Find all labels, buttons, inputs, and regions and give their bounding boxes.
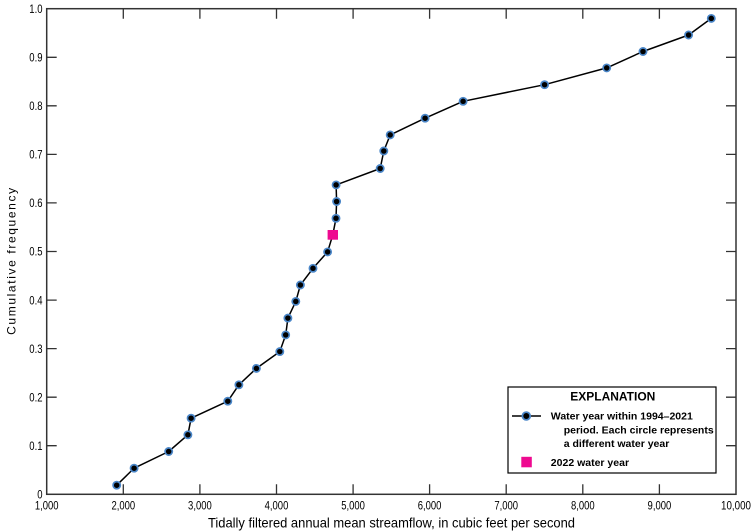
svg-text:8,000: 8,000 [571, 499, 595, 513]
svg-text:0.2: 0.2 [29, 390, 42, 404]
svg-text:0.1: 0.1 [29, 439, 42, 453]
svg-text:1.0: 1.0 [29, 2, 42, 16]
svg-text:3,000: 3,000 [188, 499, 212, 513]
svg-text:0.5: 0.5 [29, 245, 42, 259]
svg-text:0.3: 0.3 [29, 342, 42, 356]
svg-text:0.8: 0.8 [29, 99, 42, 113]
svg-text:9,000: 9,000 [648, 499, 672, 513]
svg-text:0.6: 0.6 [29, 196, 42, 210]
svg-text:5,000: 5,000 [341, 499, 365, 513]
svg-text:0.7: 0.7 [29, 148, 42, 162]
svg-text:0.4: 0.4 [29, 293, 42, 307]
svg-text:1,000: 1,000 [35, 499, 59, 513]
svg-text:0.9: 0.9 [29, 51, 42, 65]
svg-text:7,000: 7,000 [494, 499, 518, 513]
svg-text:period. Each circle represents: period. Each circle represents [564, 425, 714, 437]
svg-text:2022 water year: 2022 water year [551, 457, 629, 469]
svg-text:Water year within 1994–2021: Water year within 1994–2021 [551, 411, 693, 423]
svg-text:2,000: 2,000 [111, 499, 135, 513]
svg-text:10,000: 10,000 [721, 499, 751, 513]
svg-text:4,000: 4,000 [265, 499, 289, 513]
svg-text:EXPLANATION: EXPLANATION [570, 390, 655, 404]
svg-text:0: 0 [37, 488, 43, 502]
svg-text:Cumulative frequency: Cumulative frequency [5, 188, 19, 335]
svg-text:Tidally filtered annual mean s: Tidally filtered annual mean streamflow,… [208, 514, 575, 530]
svg-text:6,000: 6,000 [418, 499, 442, 513]
svg-text:a different water year: a different water year [564, 438, 670, 450]
